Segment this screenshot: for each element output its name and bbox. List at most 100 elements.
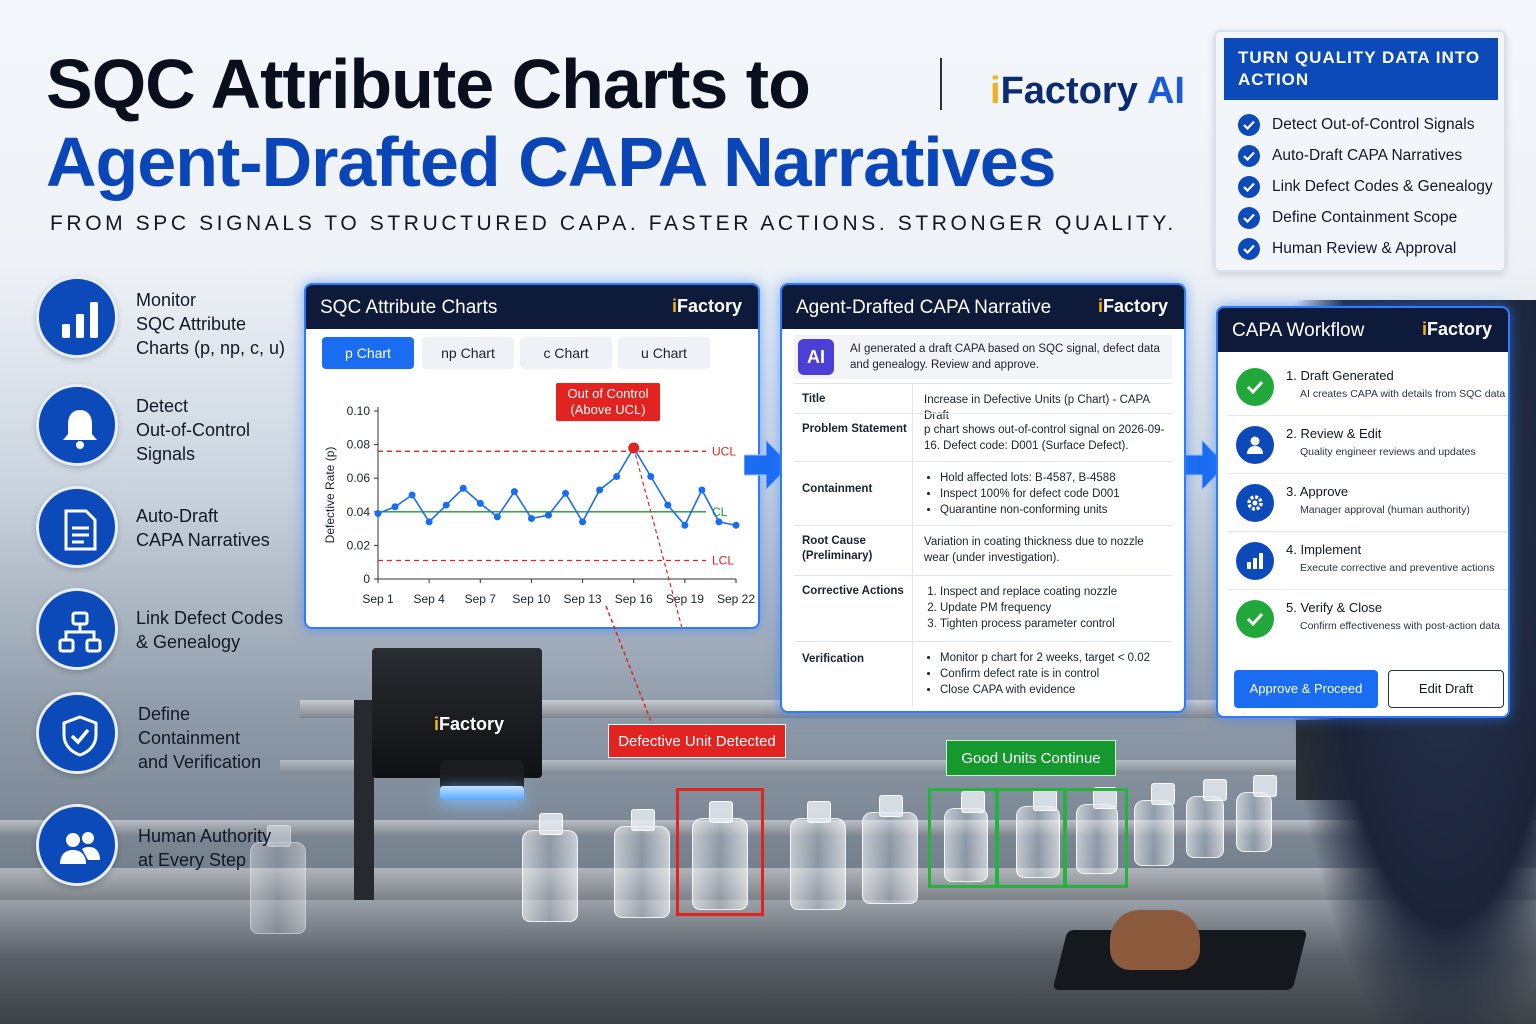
- x-tick-label: Sep 7: [465, 592, 497, 606]
- feature-monitor: Monitor SQC Attribute Charts (p, np, c, u): [36, 276, 336, 360]
- field-value[interactable]: Hold affected lots: B-4587, B-4588 Inspe…: [924, 470, 1169, 518]
- ai-badge-icon: AI: [798, 339, 834, 375]
- list-item: Hold affected lots: B-4587, B-4588: [940, 470, 1169, 486]
- page-subtitle: FROM SPC SIGNALS TO STRUCTURED CAPA. FAS…: [50, 212, 1177, 235]
- step-icon: [1236, 600, 1274, 638]
- panel-title: CAPA Workflow: [1232, 320, 1365, 341]
- capa-field-title: Title Increase in Defective Units (p Cha…: [794, 383, 1172, 422]
- approve-proceed-button[interactable]: Approve & Proceed: [1234, 670, 1378, 708]
- data-point: [698, 486, 706, 494]
- action-item-text: Human Review & Approval: [1272, 240, 1457, 257]
- workflow-step-implement[interactable]: 4. Implement Execute corrective and prev…: [1228, 532, 1508, 590]
- field-label: Containment: [802, 483, 873, 495]
- step-title: 5. Verify & Close: [1286, 600, 1383, 615]
- field-value[interactable]: p chart shows out-of-control signal on 2…: [924, 424, 1165, 452]
- x-tick-label: Sep 10: [512, 592, 550, 606]
- bell-icon: [63, 410, 97, 449]
- workflow-step-verify[interactable]: 5. Verify & Close Confirm effectiveness …: [1228, 590, 1508, 648]
- tab-u-chart[interactable]: u Chart: [618, 337, 710, 369]
- ai-note-text: AI generated a draft CAPA based on SQC s…: [850, 343, 1160, 371]
- workflow-step-approve[interactable]: 3. Approve Manager approval (human autho…: [1228, 474, 1508, 532]
- data-line: [377, 446, 737, 527]
- list-item: Update PM frequency: [940, 600, 1169, 616]
- good-bounding-box: [996, 788, 1066, 888]
- step-description: Confirm effectiveness with post-action d…: [1300, 620, 1500, 632]
- data-point: [715, 518, 723, 526]
- capa-field-corrective: Corrective Actions Inspect and replace c…: [794, 575, 1172, 641]
- inspection-camera: [372, 648, 542, 778]
- action-summary-heading: TURN QUALITY DATA INTO ACTION: [1224, 38, 1498, 100]
- machine-rail: [280, 760, 1536, 774]
- data-point: [647, 473, 655, 481]
- camera-mount: [354, 700, 374, 900]
- data-point: [493, 513, 501, 521]
- tab-np-chart[interactable]: np Chart: [422, 337, 514, 369]
- data-point: [442, 501, 450, 509]
- feature-text: Link Defect Codes & Genealogy: [136, 608, 284, 652]
- data-point: [544, 511, 552, 519]
- title-divider: [940, 58, 942, 110]
- check-circle-icon: [1238, 207, 1260, 229]
- data-point: [579, 518, 587, 526]
- bottle: [790, 801, 846, 910]
- panel-header: CAPA Workflow iFactory: [1218, 308, 1508, 352]
- feature-detect: Detect Out-of-Control Signals: [36, 384, 336, 468]
- field-value[interactable]: Inspect and replace coating nozzle Updat…: [924, 584, 1169, 632]
- field-separator: [912, 576, 913, 641]
- step-title: 1. Draft Generated: [1286, 368, 1394, 383]
- out-of-control-callout: Out of Control (Above UCL): [556, 383, 660, 421]
- panel-brand: iFactory: [671, 296, 742, 316]
- workflow-step-review[interactable]: 2. Review & Edit Quality engineer review…: [1228, 416, 1508, 474]
- list-item: Tighten process parameter control: [940, 616, 1169, 632]
- check-circle-icon: [1238, 176, 1260, 198]
- tab-c-chart[interactable]: c Chart: [520, 337, 612, 369]
- feature-text: Detect Out-of-Control Signals: [136, 396, 251, 464]
- panel-brand: iFactory: [1421, 319, 1492, 339]
- camera-brand: iFactory: [434, 714, 505, 734]
- defect-link-line: [605, 606, 653, 725]
- field-value[interactable]: Monitor p chart for 2 weeks, target < 0.…: [924, 650, 1169, 698]
- y-tick-label: 0.06: [347, 471, 371, 485]
- user-icon: [1247, 436, 1263, 454]
- capa-workflow-panel: CAPA Workflow iFactory 1. Draft Generate…: [1216, 306, 1510, 718]
- field-separator: [912, 462, 913, 525]
- check-circle-icon: [1238, 114, 1260, 136]
- bottle: [522, 813, 578, 922]
- field-label: Problem Statement: [802, 423, 907, 435]
- list-item: Inspect 100% for defect code D001: [940, 486, 1169, 502]
- feature-text: Human Authority at Every Step: [138, 826, 272, 870]
- data-point: [562, 489, 570, 497]
- data-point: [664, 501, 672, 509]
- field-label: Root Cause (Preliminary): [802, 535, 873, 562]
- sqc-chart-panel: SQC Attribute Charts iFactory p Chart np…: [304, 283, 760, 629]
- feature-containment: Define Containment and Verification: [36, 692, 336, 776]
- x-tick-label: Sep 1: [362, 592, 394, 606]
- feature-icon-circle: [36, 692, 118, 774]
- check-icon: [1246, 380, 1264, 395]
- document-icon: [64, 509, 97, 551]
- p-chart: 0 0.02 0.04 0.06 0.08 0.10 Sep 1 Sep 4 Sep 7 Sep …: [323, 404, 755, 627]
- y-tick-label: 0.02: [347, 538, 371, 552]
- action-item-text: Define Containment Scope: [1272, 209, 1458, 226]
- data-point: [459, 484, 467, 492]
- out-of-control-point: [628, 442, 640, 454]
- camera-light: [440, 786, 524, 800]
- good-bounding-box: [928, 788, 998, 888]
- panel-header: SQC Attribute Charts iFactory: [306, 285, 758, 329]
- bottle: [862, 795, 918, 904]
- field-value[interactable]: Variation in coating thickness due to no…: [924, 536, 1144, 564]
- defect-bounding-box: [676, 788, 764, 916]
- tab-p-chart[interactable]: p Chart: [322, 337, 414, 369]
- edit-draft-button[interactable]: Edit Draft: [1388, 670, 1504, 708]
- bottle: [1236, 775, 1277, 852]
- step-icon: [1236, 426, 1274, 464]
- panel-brand: iFactory: [1097, 296, 1168, 316]
- gear-icon: [1247, 495, 1263, 511]
- bar-chart-icon: [1247, 553, 1263, 569]
- data-point: [596, 486, 604, 494]
- workflow-step-draft[interactable]: 1. Draft Generated AI creates CAPA with …: [1228, 358, 1508, 416]
- bar-chart-icon: [62, 302, 98, 338]
- capa-narrative-panel: Agent-Drafted CAPA Narrative iFactory AI…: [780, 283, 1186, 713]
- x-tick-label: Sep 19: [666, 592, 704, 606]
- field-separator: [912, 642, 913, 707]
